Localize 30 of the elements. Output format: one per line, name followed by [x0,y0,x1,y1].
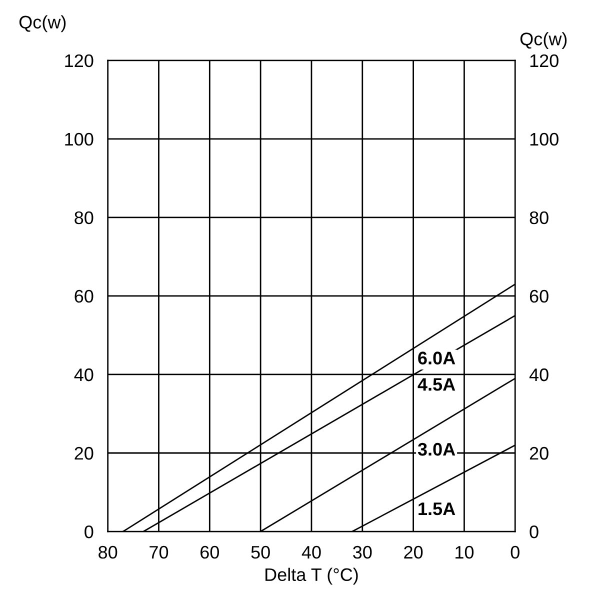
x-tick-label: 80 [98,546,118,559]
y2-tick-label: 80 [530,211,548,224]
y-tick-label: 80 [74,211,94,224]
series-label: 3.0A [418,442,456,456]
y-tick-label: 40 [74,368,94,382]
y2-tick-label: 120 [530,54,558,68]
y-tick-label: 20 [74,446,94,460]
x-tick-label: 70 [150,546,168,559]
y2-axis-title: Qc(w) [520,32,567,49]
x-tick-label: 10 [456,546,474,559]
x-tick-label: 60 [200,546,219,559]
x-tick-label: 40 [302,546,321,559]
y-tick-label: 0 [84,525,94,538]
y2-tick-label: 40 [529,368,548,382]
x-tick-label: 30 [353,546,372,559]
series-label: 6.0A [418,352,456,364]
series-label: 1.5A [418,502,456,516]
y-tick-label: 100 [65,132,94,146]
x-tick-label: 0 [510,546,520,559]
y2-tick-label: 100 [530,132,558,146]
x-tick-label: 50 [251,546,270,559]
x-axis-title: Delta T (°C) [266,568,358,585]
x-tick-label: 20 [404,546,423,559]
series-label: 4.5A [418,378,456,391]
y2-tick-label: 60 [530,290,548,303]
y-axis-title: Qc(w) [19,15,66,32]
y-tick-label: 60 [74,290,94,303]
y2-tick-label: 0 [530,525,538,538]
y2-tick-label: 20 [530,446,548,460]
y-tick-label: 120 [65,54,94,68]
